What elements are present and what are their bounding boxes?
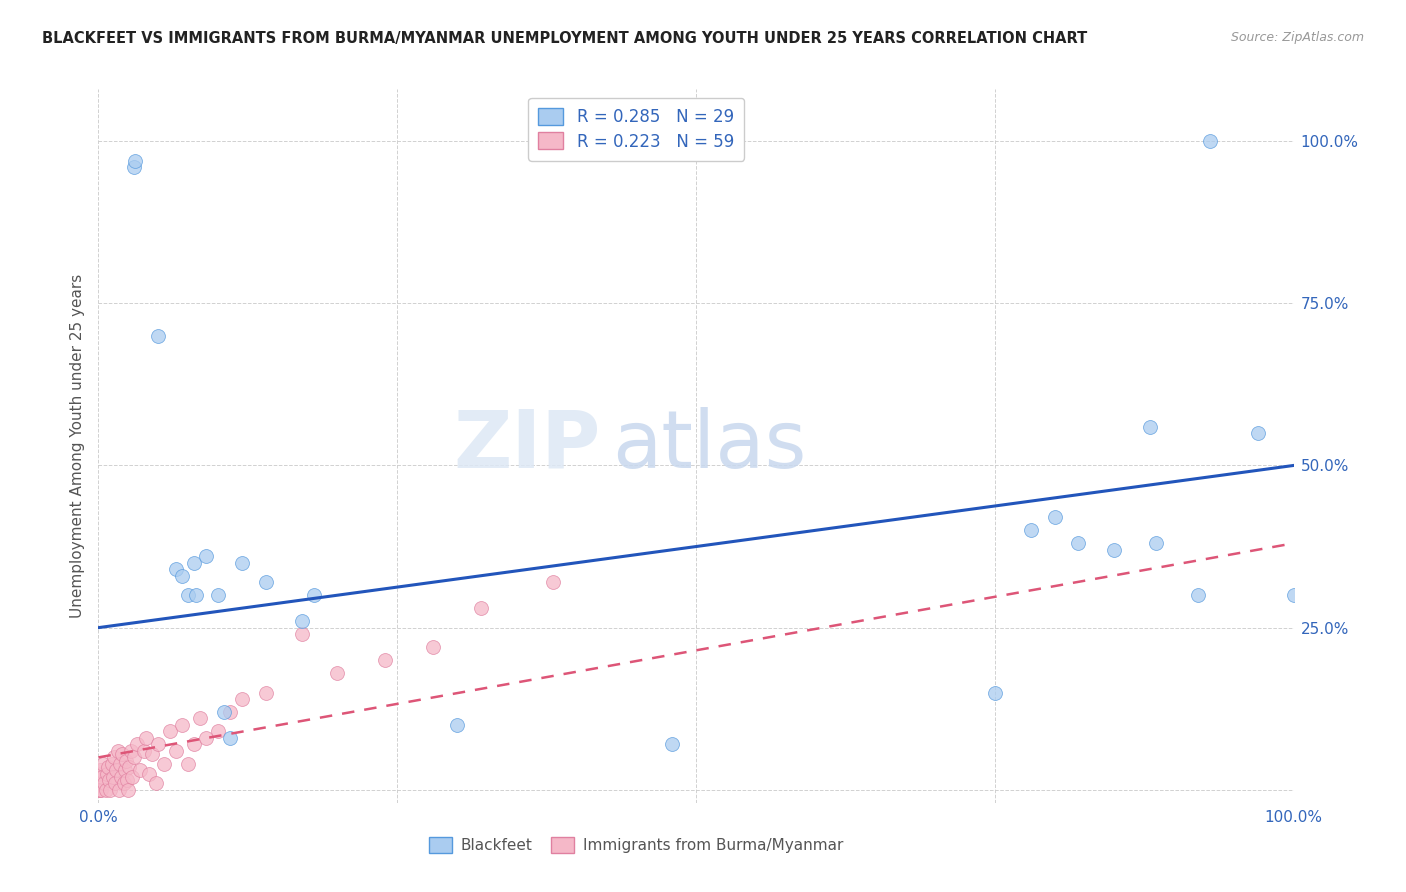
Point (100, 756, 122, 771)
Point (107, 782, 129, 797)
Point (165, 744, 187, 758)
Text: BLACKFEET VS IMMIGRANTS FROM BURMA/MYANMAR UNEMPLOYMENT AMONG YOUTH UNDER 25 YEA: BLACKFEET VS IMMIGRANTS FROM BURMA/MYANM… (42, 31, 1087, 46)
Point (1187, 588, 1209, 602)
Point (1019, 524, 1042, 538)
Point (89, 782, 111, 797)
Point (172, 568, 194, 582)
Point (129, 764, 152, 778)
Point (254, 575, 277, 590)
Point (125, 738, 148, 752)
Point (153, 756, 176, 771)
Point (148, 328, 170, 343)
Point (103, 750, 125, 764)
Point (110, 770, 132, 784)
Point (114, 764, 136, 778)
Point (91, 770, 114, 784)
Point (108, 756, 131, 771)
Point (120, 744, 142, 758)
Point (159, 724, 181, 739)
Point (101, 770, 124, 784)
Point (117, 782, 139, 797)
Point (96, 766, 118, 780)
Point (219, 731, 242, 745)
Point (124, 153, 146, 168)
Point (212, 705, 235, 719)
Point (1139, 419, 1161, 434)
Point (177, 588, 200, 602)
Point (291, 627, 314, 641)
Point (984, 685, 1007, 699)
Point (291, 614, 314, 628)
Point (231, 692, 253, 706)
Point (374, 653, 396, 667)
Point (422, 640, 444, 654)
Point (105, 764, 128, 778)
Point (1247, 425, 1270, 440)
Point (207, 724, 229, 739)
Point (172, 718, 194, 732)
Point (165, 562, 187, 576)
Point (94, 782, 117, 797)
Point (254, 685, 277, 699)
Legend: Blackfeet, Immigrants from Burma/Myanmar: Blackfeet, Immigrants from Burma/Myanmar (423, 831, 849, 859)
Text: ZIP: ZIP (453, 407, 600, 485)
Point (1043, 510, 1066, 524)
Point (195, 731, 218, 745)
Point (1199, 134, 1222, 148)
Point (1282, 588, 1305, 602)
Point (326, 666, 349, 681)
Point (91, 756, 114, 771)
Point (135, 731, 157, 745)
Point (186, 588, 208, 602)
Point (138, 766, 160, 780)
Point (177, 756, 200, 771)
Point (183, 738, 205, 752)
Point (107, 744, 129, 758)
Point (111, 747, 134, 761)
Point (446, 718, 468, 732)
Point (90, 782, 112, 797)
Point (98, 773, 121, 788)
Point (1067, 536, 1090, 550)
Point (87, 782, 110, 797)
Point (112, 776, 135, 790)
Point (141, 747, 163, 761)
Point (89, 764, 111, 778)
Point (132, 744, 155, 758)
Point (87, 766, 110, 780)
Point (124, 160, 146, 174)
Point (541, 575, 564, 590)
Point (118, 760, 141, 774)
Point (87, 773, 110, 788)
Point (661, 738, 683, 752)
Point (115, 754, 138, 768)
Y-axis label: Unemployment Among Youth under 25 years: Unemployment Among Youth under 25 years (69, 274, 84, 618)
Point (121, 770, 143, 784)
Point (124, 750, 146, 764)
Point (195, 549, 218, 564)
Point (207, 588, 229, 602)
Point (1104, 542, 1126, 557)
Point (145, 776, 167, 790)
Point (98, 782, 122, 797)
Point (97, 760, 120, 774)
Text: Source: ZipAtlas.com: Source: ZipAtlas.com (1230, 31, 1364, 45)
Text: atlas: atlas (613, 407, 807, 485)
Point (148, 738, 170, 752)
Point (231, 556, 253, 570)
Point (1144, 536, 1167, 550)
Point (302, 588, 325, 602)
Point (219, 705, 242, 719)
Point (104, 776, 127, 790)
Point (188, 711, 211, 725)
Point (470, 601, 492, 615)
Point (183, 556, 205, 570)
Point (93, 776, 115, 790)
Point (115, 773, 138, 788)
